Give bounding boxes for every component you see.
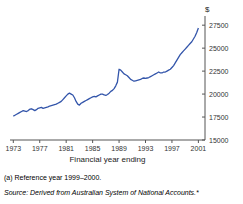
- y-tick: [202, 48, 205, 49]
- y-tick-label: 15000: [209, 137, 229, 144]
- x-tick: [39, 140, 40, 143]
- x-tick: [198, 140, 199, 143]
- y-axis-label: $: [205, 5, 210, 14]
- x-tick: [66, 140, 67, 143]
- y-tick-label: 25000: [209, 45, 229, 52]
- y-axis-line: [205, 16, 206, 140]
- chart: 1973 1977 1981 1985 1989 1993 1997 200115000 175…: [0, 0, 243, 204]
- x-tick-label: 1989: [111, 145, 127, 152]
- x-tick: [13, 140, 14, 143]
- x-tick: [171, 140, 172, 143]
- x-tick-label: 1981: [58, 145, 74, 152]
- y-tick-label: 17500: [209, 114, 229, 121]
- x-tick-label: 1997: [164, 145, 180, 152]
- note: Source: Derived from Australian System o…: [4, 189, 199, 197]
- x-tick-label: 2001: [191, 145, 207, 152]
- x-tick-label: 1993: [138, 145, 154, 152]
- x-tick-label: 1985: [85, 145, 101, 152]
- y-tick-label: 22500: [209, 68, 229, 75]
- data-line: [13, 28, 198, 116]
- y-tick: [202, 94, 205, 95]
- x-tick: [119, 140, 120, 143]
- y-tick: [202, 71, 205, 72]
- y-tick: [202, 140, 205, 141]
- note: (a) Reference year 1999–2000.: [4, 174, 101, 182]
- y-tick-label: 27500: [209, 22, 229, 29]
- x-tick: [92, 140, 93, 143]
- y-tick-label: 20000: [209, 91, 229, 98]
- y-tick: [202, 25, 205, 26]
- x-axis-label: Financial year ending: [69, 155, 145, 164]
- x-tick: [145, 140, 146, 143]
- y-tick: [202, 117, 205, 118]
- x-tick-label: 1973: [6, 145, 22, 152]
- x-tick-label: 1977: [32, 145, 48, 152]
- plot-area: [13, 28, 198, 116]
